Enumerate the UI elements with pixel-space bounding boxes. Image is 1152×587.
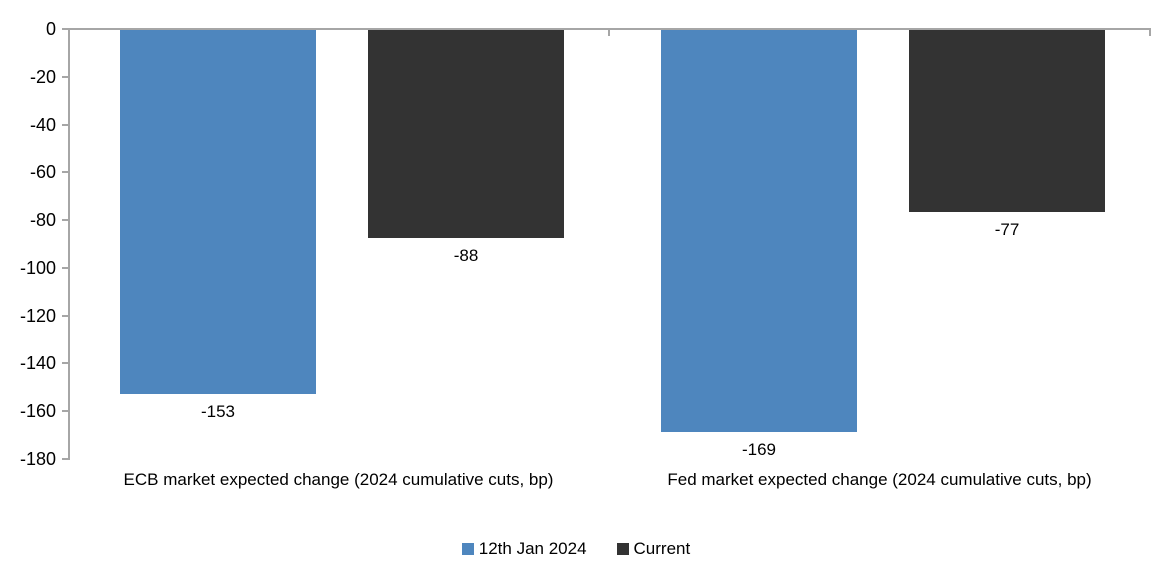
y-tick-mark <box>62 410 68 413</box>
y-tick-mark <box>62 123 68 126</box>
bar-current-cat1 <box>909 30 1105 212</box>
y-tick-label: -60 <box>29 162 56 183</box>
bar-value-label: -88 <box>453 246 479 266</box>
bar-value-label: -153 <box>200 401 236 421</box>
legend-swatch-icon <box>616 543 629 555</box>
legend-label: Current <box>633 539 691 558</box>
y-tick-mark <box>62 314 68 317</box>
y-tick-mark <box>62 219 68 222</box>
y-tick-mark <box>62 362 68 365</box>
bar-value-label: -169 <box>741 439 777 459</box>
y-tick-label: -80 <box>29 210 56 231</box>
bar-12th-jan-2024-cat0 <box>120 30 316 394</box>
bar-12th-jan-2024-cat1 <box>661 30 857 432</box>
y-tick-label: -160 <box>19 401 56 422</box>
bar-current-cat0 <box>368 30 564 239</box>
category-label: Fed market expected change (2024 cumulat… <box>667 470 1092 489</box>
y-tick-mark <box>62 171 68 174</box>
y-tick-label: -20 <box>29 66 56 87</box>
y-tick-label: -40 <box>29 114 56 135</box>
y-tick-label: -100 <box>19 257 56 278</box>
legend-label: 12th Jan 2024 <box>478 539 587 558</box>
category-label: ECB market expected change (2024 cumulat… <box>123 470 554 489</box>
y-tick-label: 0 <box>45 19 56 39</box>
y-tick-mark <box>62 75 68 78</box>
y-tick-label: -120 <box>19 305 56 326</box>
legend: 12th Jan 2024 Current <box>0 539 1152 559</box>
legend-item: Current <box>616 539 691 559</box>
y-tick-mark <box>62 266 68 269</box>
legend-item: 12th Jan 2024 <box>461 539 587 559</box>
y-tick-label: -140 <box>19 353 56 374</box>
category-axis-tick-mark <box>608 28 610 36</box>
y-tick-mark <box>62 458 68 460</box>
y-axis-line <box>68 28 70 460</box>
bar-value-label: -77 <box>994 219 1020 239</box>
legend-swatch-icon <box>461 543 474 555</box>
y-tick-mark <box>62 28 68 30</box>
category-axis-tick-mark <box>1149 28 1151 36</box>
y-tick-label: -180 <box>19 449 56 469</box>
